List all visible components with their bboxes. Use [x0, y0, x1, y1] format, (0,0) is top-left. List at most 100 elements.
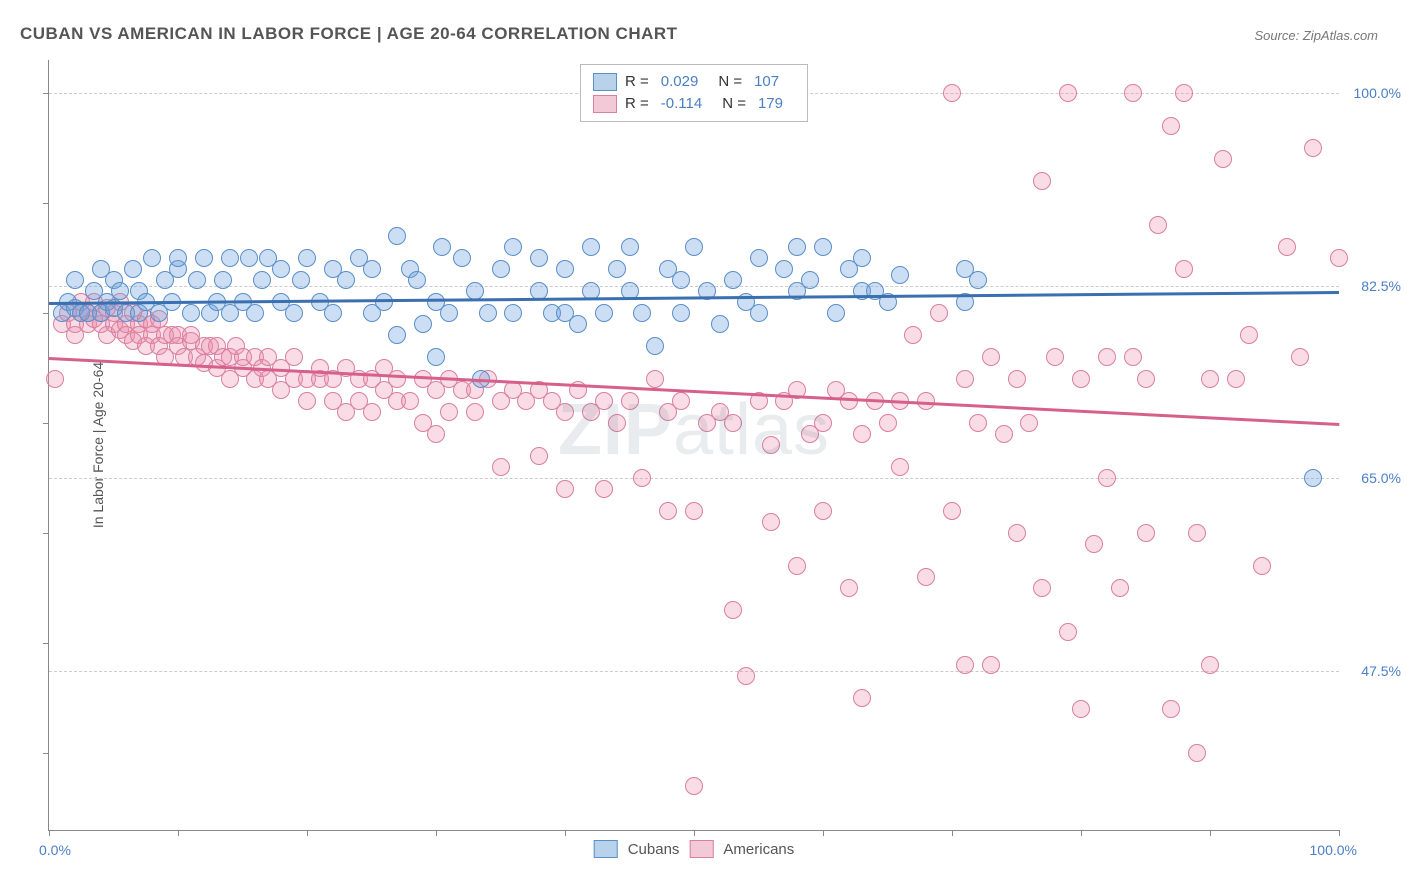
scatter-point-americans	[1162, 117, 1180, 135]
scatter-point-cubans	[750, 249, 768, 267]
legend-label-cubans: Cubans	[628, 841, 680, 858]
scatter-point-americans	[492, 458, 510, 476]
scatter-point-americans	[853, 689, 871, 707]
scatter-point-cubans	[479, 304, 497, 322]
plot-area: In Labor Force | Age 20-64 ZIPatlas R =0…	[48, 60, 1339, 831]
scatter-point-americans	[724, 601, 742, 619]
scatter-point-americans	[388, 370, 406, 388]
scatter-point-americans	[1137, 524, 1155, 542]
scatter-point-americans	[724, 414, 742, 432]
scatter-point-cubans	[582, 238, 600, 256]
scatter-point-cubans	[272, 260, 290, 278]
scatter-point-americans	[762, 436, 780, 454]
y-tick-label: 82.5%	[1346, 278, 1401, 294]
scatter-point-americans	[1175, 260, 1193, 278]
legend-stats-row-americans: R =-0.114 N =179	[593, 93, 795, 115]
scatter-point-americans	[1227, 370, 1245, 388]
scatter-point-americans	[1253, 557, 1271, 575]
scatter-point-cubans	[408, 271, 426, 289]
scatter-point-americans	[1098, 348, 1116, 366]
scatter-point-cubans	[724, 271, 742, 289]
scatter-point-americans	[659, 502, 677, 520]
n-value-cubans: 107	[754, 71, 779, 93]
scatter-point-americans	[427, 425, 445, 443]
scatter-point-cubans	[775, 260, 793, 278]
scatter-point-americans	[891, 458, 909, 476]
scatter-point-americans	[956, 370, 974, 388]
scatter-point-americans	[1201, 656, 1219, 674]
x-tick	[307, 830, 308, 836]
scatter-point-cubans	[492, 260, 510, 278]
scatter-point-americans	[917, 568, 935, 586]
scatter-point-americans	[595, 392, 613, 410]
x-tick	[1210, 830, 1211, 836]
scatter-point-americans	[401, 392, 419, 410]
scatter-point-americans	[1008, 524, 1026, 542]
scatter-point-americans	[595, 480, 613, 498]
scatter-point-cubans	[672, 304, 690, 322]
gridline	[49, 478, 1339, 479]
y-tick	[43, 753, 49, 754]
scatter-point-americans	[788, 557, 806, 575]
scatter-point-cubans	[440, 304, 458, 322]
r-label: R =	[625, 71, 649, 93]
scatter-point-cubans	[188, 271, 206, 289]
scatter-point-americans	[646, 370, 664, 388]
scatter-point-cubans	[608, 260, 626, 278]
scatter-point-americans	[1020, 414, 1038, 432]
scatter-point-americans	[608, 414, 626, 432]
n-label: N =	[718, 71, 742, 93]
gridline	[49, 671, 1339, 672]
y-tick	[43, 313, 49, 314]
scatter-point-cubans	[969, 271, 987, 289]
scatter-point-americans	[814, 502, 832, 520]
scatter-point-cubans	[143, 249, 161, 267]
scatter-point-cubans	[827, 304, 845, 322]
scatter-point-americans	[440, 403, 458, 421]
scatter-point-cubans	[240, 249, 258, 267]
x-tick	[694, 830, 695, 836]
scatter-point-cubans	[169, 249, 187, 267]
scatter-point-americans	[982, 656, 1000, 674]
scatter-point-americans	[1330, 249, 1348, 267]
scatter-point-americans	[466, 403, 484, 421]
scatter-point-americans	[1278, 238, 1296, 256]
scatter-point-americans	[1098, 469, 1116, 487]
y-tick-label: 65.0%	[1346, 470, 1401, 486]
scatter-point-americans	[956, 656, 974, 674]
scatter-point-cubans	[466, 282, 484, 300]
scatter-point-cubans	[253, 271, 271, 289]
legend-swatch-cubans	[594, 840, 618, 858]
y-tick-label: 100.0%	[1346, 85, 1401, 101]
scatter-point-cubans	[292, 271, 310, 289]
scatter-point-americans	[879, 414, 897, 432]
y-tick	[43, 423, 49, 424]
y-tick	[43, 643, 49, 644]
gridline	[49, 286, 1339, 287]
scatter-point-cubans	[788, 238, 806, 256]
scatter-point-cubans	[414, 315, 432, 333]
scatter-point-cubans	[337, 271, 355, 289]
scatter-point-cubans	[427, 348, 445, 366]
x-axis-max-label: 100.0%	[1310, 842, 1357, 858]
legend-label-americans: Americans	[723, 841, 794, 858]
scatter-point-cubans	[814, 238, 832, 256]
scatter-point-cubans	[246, 304, 264, 322]
scatter-point-americans	[1149, 216, 1167, 234]
scatter-point-cubans	[504, 304, 522, 322]
scatter-point-cubans	[111, 282, 129, 300]
x-axis-min-label: 0.0%	[39, 842, 71, 858]
scatter-point-americans	[1124, 348, 1142, 366]
scatter-point-cubans	[285, 304, 303, 322]
legend-swatch-americans	[689, 840, 713, 858]
scatter-point-americans	[556, 480, 574, 498]
scatter-point-americans	[1124, 84, 1142, 102]
scatter-point-cubans	[388, 326, 406, 344]
x-tick	[1081, 830, 1082, 836]
scatter-point-cubans	[214, 271, 232, 289]
scatter-point-cubans	[195, 249, 213, 267]
y-tick	[43, 93, 49, 94]
scatter-point-americans	[840, 579, 858, 597]
scatter-point-cubans	[1304, 469, 1322, 487]
scatter-point-cubans	[363, 260, 381, 278]
